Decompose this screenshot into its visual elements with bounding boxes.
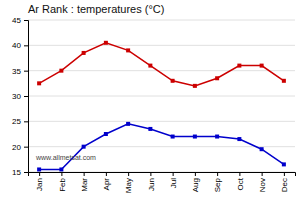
marker <box>260 147 264 151</box>
tick-label: 35 <box>12 67 21 76</box>
tick-mark <box>24 147 28 148</box>
y-tick: 45 <box>12 16 28 25</box>
tick-label: Jun <box>147 178 156 191</box>
title: Ar Rank : temperatures (°C) <box>28 3 164 15</box>
tick-mark <box>173 172 174 176</box>
x-tick: Aug <box>191 172 200 192</box>
y-tick: 35 <box>12 67 28 76</box>
x-tick: Mar <box>80 172 89 192</box>
tick-label: 30 <box>12 92 21 101</box>
x-tick: Dec <box>280 172 289 192</box>
marker <box>193 84 197 88</box>
tick-label: Nov <box>258 178 267 192</box>
tick-mark <box>128 172 129 176</box>
marker <box>82 145 86 149</box>
tick-label: Sep <box>213 177 222 192</box>
tick-label: Feb <box>58 177 67 191</box>
marker <box>215 76 219 80</box>
y-tick: 30 <box>12 92 28 101</box>
tick-mark <box>217 172 218 176</box>
marker <box>104 132 108 136</box>
tick-mark <box>284 172 285 176</box>
x-tick: Jun <box>147 172 156 191</box>
tick-mark <box>84 172 85 176</box>
marker <box>126 122 130 126</box>
tick-label: Aug <box>191 178 200 192</box>
tick-label: 45 <box>12 16 21 25</box>
grid <box>28 20 295 172</box>
grid-line <box>28 45 295 46</box>
marker <box>282 79 286 83</box>
marker <box>82 51 86 55</box>
chart: 15 20 25 30 35 40 45 Jan Feb Mar Apr May Jun Jul Aug Se… <box>0 0 305 200</box>
marker <box>59 69 63 73</box>
tick-mark <box>24 96 28 97</box>
series-line <box>39 43 284 86</box>
marker <box>215 135 219 139</box>
tick-mark <box>24 71 28 72</box>
x-tick: Jan <box>35 172 44 191</box>
x-tick: Sep <box>213 172 222 192</box>
axis-domain <box>29 173 296 177</box>
y-tick: 40 <box>12 41 28 50</box>
x-tick: Nov <box>258 172 267 192</box>
marker <box>193 135 197 139</box>
tick-mark <box>24 121 28 122</box>
marker <box>171 135 175 139</box>
marker <box>237 64 241 68</box>
marker <box>126 48 130 52</box>
tick-mark <box>106 172 107 176</box>
grid-line <box>28 96 295 97</box>
marker <box>237 137 241 141</box>
tick-mark <box>24 45 28 46</box>
tick-label: Mar <box>80 178 89 192</box>
tick-mark <box>24 20 28 21</box>
marker <box>37 81 41 85</box>
y-tick: 20 <box>12 143 28 152</box>
tick-label: 20 <box>12 143 21 152</box>
series-line <box>39 124 284 170</box>
y-tick: 25 <box>12 117 28 126</box>
tick-label: Dec <box>280 178 289 192</box>
tick-mark <box>39 172 40 176</box>
tick-label: 25 <box>12 117 21 126</box>
grid-line <box>28 20 295 21</box>
tick-mark <box>195 172 196 176</box>
tick-label: Jan <box>35 178 44 191</box>
x-axis: Jan Feb Mar Apr May Jun Jul Aug Sep Oct Nov Dec <box>29 172 296 193</box>
marker <box>148 127 152 131</box>
plot: 15 20 25 30 35 40 45 Jan Feb Mar Apr May Jun Jul Aug Se… <box>12 16 295 193</box>
tick-label: May <box>124 178 133 193</box>
marker <box>104 41 108 45</box>
y-tick: 15 <box>12 168 28 177</box>
tick-mark <box>61 172 62 176</box>
tick-label: Apr <box>102 178 111 191</box>
tick-mark <box>150 172 151 176</box>
tick-label: 15 <box>12 168 21 177</box>
marks <box>37 41 286 172</box>
grid-line <box>28 70 295 71</box>
marker <box>59 167 63 171</box>
tick-mark <box>262 172 263 176</box>
marker <box>148 64 152 68</box>
marker <box>282 162 286 166</box>
tick-label: Jul <box>169 178 178 188</box>
marker <box>171 79 175 83</box>
tick-mark <box>239 172 240 176</box>
tick-label: 40 <box>12 41 21 50</box>
x-tick: May <box>124 172 133 193</box>
grid-line <box>28 121 295 122</box>
tick-mark <box>24 172 28 173</box>
y-axis: 15 20 25 30 35 40 45 <box>12 16 28 177</box>
marker <box>37 167 41 171</box>
x-tick: Oct <box>236 172 245 190</box>
axis-domain <box>24 21 29 173</box>
x-tick: Apr <box>102 172 111 190</box>
x-tick: Feb <box>58 172 67 192</box>
annotation: www.allmetsat.com <box>35 154 96 161</box>
marker <box>260 64 264 68</box>
tick-label: Oct <box>236 177 245 190</box>
x-tick: Jul <box>169 172 178 188</box>
